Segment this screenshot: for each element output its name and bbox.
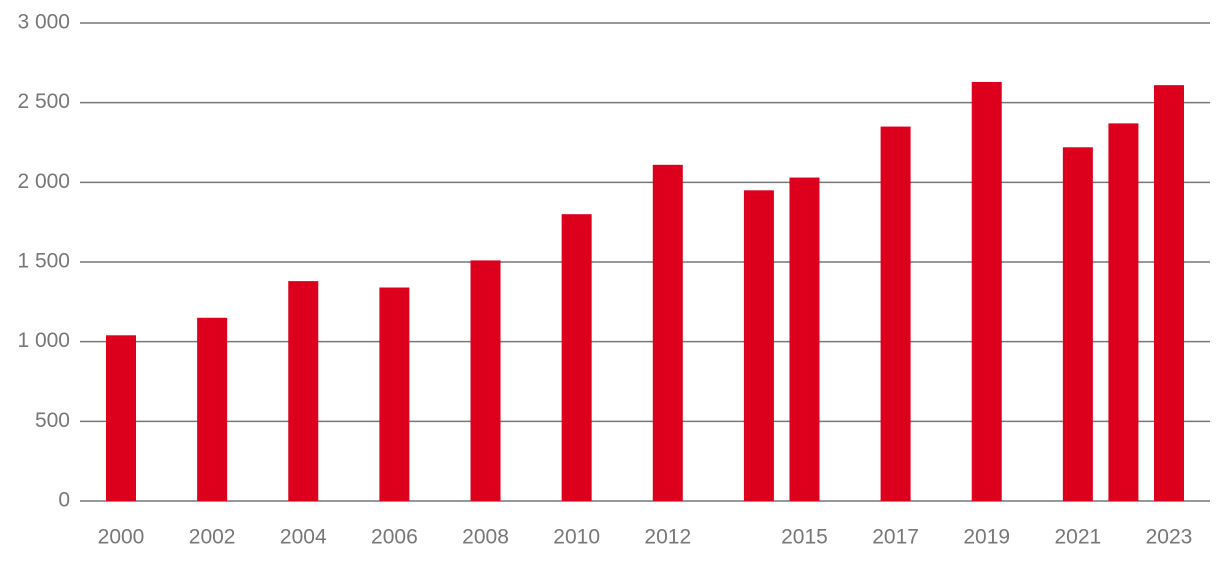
bar bbox=[743, 190, 774, 502]
bar bbox=[106, 335, 137, 501]
bar bbox=[971, 81, 1002, 501]
bar bbox=[652, 164, 683, 501]
x-tick-label: 2021 bbox=[1055, 526, 1102, 549]
bar bbox=[197, 317, 228, 501]
x-tick-label: 2019 bbox=[963, 526, 1010, 549]
bar bbox=[1153, 85, 1184, 501]
x-tick-label: 2023 bbox=[1146, 526, 1193, 549]
y-tick-label: 0 bbox=[58, 489, 70, 512]
bar bbox=[789, 177, 820, 501]
y-tick-label: 1 500 bbox=[17, 250, 70, 273]
x-tick-label: 2008 bbox=[462, 526, 509, 549]
y-tick-label: 2 000 bbox=[17, 170, 70, 193]
x-tick-label: 2006 bbox=[371, 526, 418, 549]
bar bbox=[470, 260, 501, 501]
x-tick-label: 2010 bbox=[553, 526, 600, 549]
bar bbox=[561, 214, 592, 501]
bar bbox=[288, 281, 319, 501]
x-tick-label: 2015 bbox=[781, 526, 828, 549]
x-tick-label: 2002 bbox=[189, 526, 236, 549]
x-tick-label: 2012 bbox=[644, 526, 691, 549]
y-tick-label: 500 bbox=[35, 409, 70, 432]
x-tick-label: 2017 bbox=[872, 526, 919, 549]
x-tick-label: 2004 bbox=[280, 526, 327, 549]
y-tick-label: 2 500 bbox=[17, 90, 70, 113]
x-tick-label: 2000 bbox=[98, 526, 145, 549]
bar bbox=[880, 126, 911, 502]
bar bbox=[379, 287, 410, 501]
y-tick-label: 3 000 bbox=[17, 11, 70, 34]
bar bbox=[1062, 147, 1093, 501]
y-tick-label: 1 000 bbox=[17, 329, 70, 352]
bar bbox=[1108, 123, 1139, 501]
